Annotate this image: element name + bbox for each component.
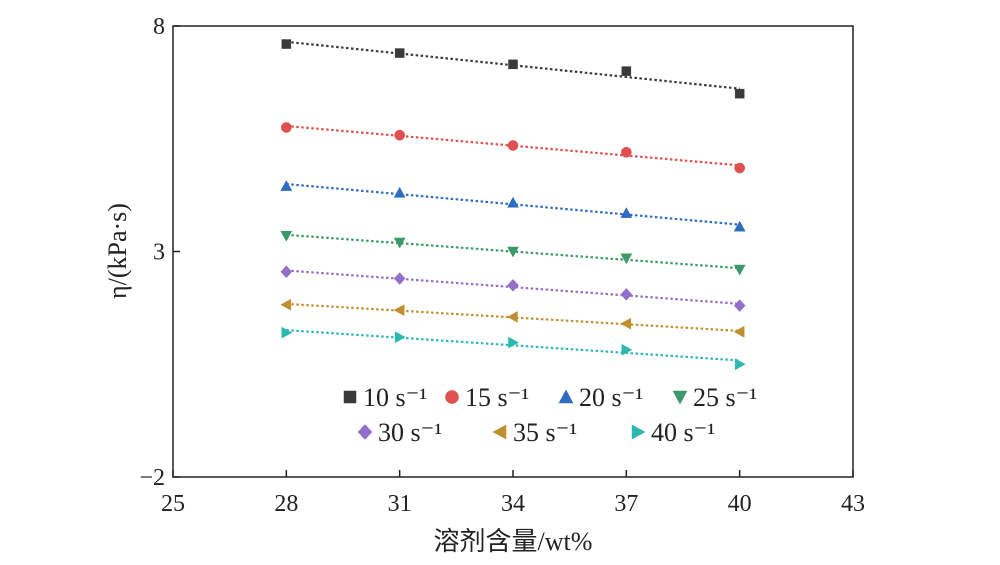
data-point <box>394 48 405 58</box>
data-point <box>620 207 633 218</box>
x-tick-label: 28 <box>274 491 298 517</box>
data-point <box>394 331 406 344</box>
data-point <box>620 146 632 158</box>
data-point <box>280 298 292 311</box>
legend-label: 15 s⁻¹ <box>465 383 529 412</box>
x-tick-label: 34 <box>501 491 525 517</box>
data-point <box>620 287 633 301</box>
data-point <box>734 162 746 174</box>
data-point <box>733 264 746 276</box>
legend: 10 s⁻¹ 15 s⁻¹ 20 s⁻¹ 25 s⁻¹ 30 s⁻¹ 35 s⁻¹ 40 s… <box>343 383 757 447</box>
legend-marker <box>357 424 373 440</box>
y-tick-label: 8 <box>153 14 165 40</box>
data-point <box>280 265 293 279</box>
legend-marker <box>558 389 574 404</box>
data-point <box>393 237 406 249</box>
x-tick-label: 31 <box>388 491 412 517</box>
axis-ticks: 25 28 31 34 37 40 43 −2 3 8 <box>139 14 865 517</box>
data-point <box>508 336 520 349</box>
data-point <box>281 39 292 49</box>
legend-label: 35 s⁻¹ <box>513 418 577 447</box>
legend-marker <box>492 424 507 440</box>
trendline <box>286 182 740 226</box>
data-point <box>507 278 519 292</box>
data-point <box>733 325 745 338</box>
legend-marker <box>445 390 459 404</box>
data-point <box>734 88 745 99</box>
data-point <box>733 220 746 232</box>
trendline <box>286 40 740 90</box>
data-point <box>734 358 746 371</box>
x-tick-label: 37 <box>614 491 638 517</box>
data-point <box>620 253 633 265</box>
data-point <box>507 140 519 151</box>
data-point <box>393 272 406 285</box>
legend-label: 40 s⁻¹ <box>651 418 715 447</box>
y-axis-title: η/(kPa·s) <box>103 203 132 299</box>
legend-marker <box>343 390 357 404</box>
x-tick-label: 43 <box>841 491 865 517</box>
data-point <box>393 186 406 198</box>
x-tick-label: 40 <box>728 491 752 517</box>
data-point <box>393 304 405 317</box>
data-point <box>621 66 632 76</box>
data-point <box>507 196 519 208</box>
data-point <box>507 246 519 258</box>
data-markers <box>280 39 746 371</box>
y-tick-label: 3 <box>153 240 165 266</box>
legend-marker <box>672 390 688 405</box>
data-point <box>506 310 518 323</box>
data-point <box>280 230 293 242</box>
legend-label: 10 s⁻¹ <box>363 383 427 412</box>
data-point <box>621 343 633 356</box>
legend-label: 25 s⁻¹ <box>693 383 757 412</box>
plot-area: 25 28 31 34 37 40 43 −2 3 8 10 s⁻¹ 15 s⁻¹ 20 s⁻¹ 25 … <box>139 14 865 517</box>
trendline <box>286 124 740 167</box>
data-point <box>281 326 293 339</box>
data-point <box>733 299 746 312</box>
data-point <box>280 180 293 191</box>
x-axis-title: 溶剂含量/wt% <box>434 527 593 556</box>
legend-marker <box>631 424 646 440</box>
data-point <box>508 59 518 70</box>
legend-label: 20 s⁻¹ <box>579 383 643 412</box>
y-tick-label: −2 <box>139 465 165 491</box>
data-point <box>280 122 292 133</box>
x-tick-label: 25 <box>161 491 185 517</box>
data-point <box>620 317 632 330</box>
legend-label: 30 s⁻¹ <box>378 418 442 447</box>
data-point <box>394 129 406 141</box>
